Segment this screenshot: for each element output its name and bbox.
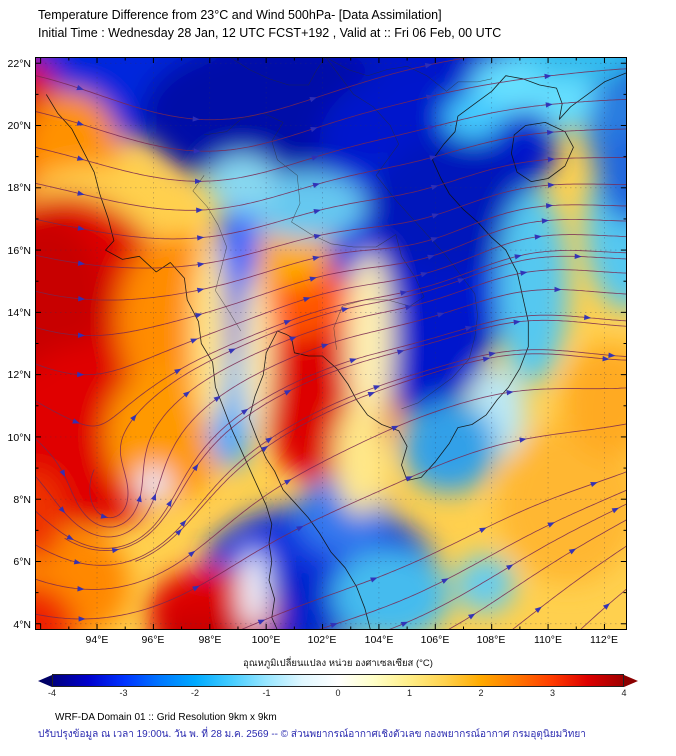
lon-axis-label: 112°E bbox=[590, 634, 618, 646]
map-plot-area bbox=[35, 57, 627, 630]
colorbar-left-arrow bbox=[38, 674, 52, 687]
lat-axis-label: 18°N bbox=[7, 182, 31, 194]
colorbar-tick: 0 bbox=[335, 688, 341, 698]
lon-axis-label: 102°E bbox=[307, 634, 337, 646]
colorbar-ticks: -4 -3 -2 -1 0 1 2 3 4 bbox=[48, 688, 627, 700]
lat-axis-label: 6°N bbox=[13, 556, 31, 568]
lon-axis-label: 100°E bbox=[251, 634, 281, 646]
colorbar-tick: -1 bbox=[262, 688, 271, 698]
lon-axis-label: 108°E bbox=[476, 634, 506, 646]
lon-axis-label: 110°E bbox=[534, 634, 562, 646]
footer-domain-info: WRF-DA Domain 01 :: Grid Resolution 9km … bbox=[55, 712, 277, 723]
colorbar-gradient bbox=[52, 674, 624, 687]
lon-axis-label: 96°E bbox=[141, 634, 165, 646]
footer-thai-credit: ปรับปรุงข้อมูล ณ เวลา 19:00น. วัน พ. ที่… bbox=[38, 729, 586, 740]
lon-axis-label: 94°E bbox=[85, 634, 109, 646]
lat-axis-label: 12°N bbox=[7, 369, 31, 381]
page-title: Temperature Difference from 23°C and Win… bbox=[38, 8, 442, 22]
temperature-wind-map bbox=[35, 57, 627, 630]
colorbar: อุณหภูมิเปลี่ยนแปลง หน่วย องศาเซลเซียส (… bbox=[38, 656, 638, 700]
lat-axis-label: 20°N bbox=[7, 120, 31, 132]
colorbar-tick: -4 bbox=[47, 688, 57, 698]
lat-axis-label: 8°N bbox=[13, 494, 31, 506]
lat-axis-label: 16°N bbox=[7, 245, 31, 257]
lat-axis-label: 4°N bbox=[13, 619, 31, 631]
lat-axis-label: 14°N bbox=[7, 307, 31, 319]
colorbar-tick: 3 bbox=[549, 688, 556, 698]
colorbar-tick: 2 bbox=[478, 688, 484, 698]
lon-axis-label: 104°E bbox=[364, 634, 394, 646]
colorbar-right-arrow bbox=[624, 674, 638, 687]
colorbar-tick: 4 bbox=[621, 688, 627, 698]
lon-axis-label: 98°E bbox=[198, 634, 222, 646]
page-subtitle: Initial Time : Wednesday 28 Jan, 12 UTC … bbox=[38, 26, 502, 40]
lat-axis-label: 22°N bbox=[7, 58, 31, 70]
lon-axis-label: 106°E bbox=[420, 634, 450, 646]
colorbar-label: อุณหภูมิเปลี่ยนแปลง หน่วย องศาเซลเซียส (… bbox=[243, 658, 433, 669]
colorbar-tick: -3 bbox=[119, 688, 128, 698]
lat-axis-label: 10°N bbox=[7, 432, 31, 444]
colorbar-tick: 1 bbox=[406, 688, 413, 698]
colorbar-tick: -2 bbox=[190, 688, 200, 698]
